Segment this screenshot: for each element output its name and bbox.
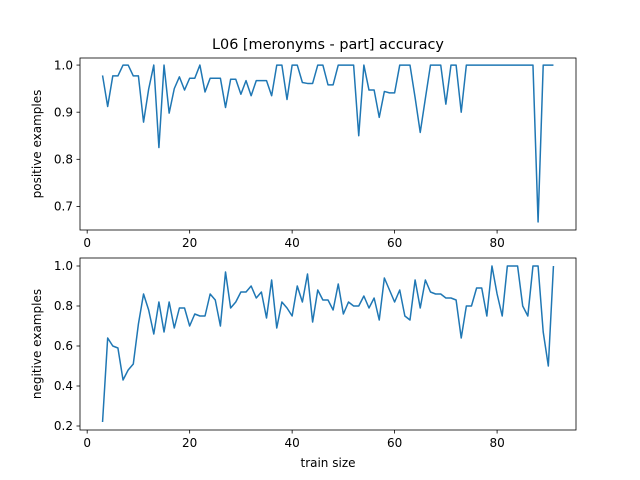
y-tick-label: 0.6 (54, 339, 73, 353)
top-panel-positive-examples: 0 20 40 60 80 0.7 0.8 0.9 1.0 positive examples (30, 57, 577, 250)
y-tick-label: 0.8 (54, 299, 73, 313)
y-tick-label: 0.8 (54, 153, 73, 167)
series-line (101, 265, 555, 423)
x-tick-label: 20 (182, 436, 197, 450)
y-tick-label: 0.7 (54, 200, 73, 214)
x-tick-label: 60 (387, 236, 402, 250)
y-tick-label: 0.2 (54, 419, 73, 433)
axes-frame (79, 57, 577, 231)
x-tick-label: 0 (83, 236, 91, 250)
y-tick-label: 0.4 (54, 379, 73, 393)
bottom-panel-negative-examples: 0 20 40 60 80 0.2 0.4 0.6 0.8 1.0 negitive example… (30, 257, 577, 470)
x-tick-label: 0 (83, 436, 91, 450)
series-line (101, 64, 554, 223)
x-tick-label: 80 (489, 236, 504, 250)
y-axis-label: negitive examples (30, 289, 44, 399)
x-tick-label: 20 (182, 236, 197, 250)
chart-title: L06 [meronyms - part] accuracy (212, 37, 444, 53)
x-tick-label: 60 (387, 436, 402, 450)
x-tick-label: 80 (489, 436, 504, 450)
y-tick-label: 1.0 (54, 259, 73, 273)
y-tick-label: 1.0 (54, 58, 73, 72)
x-axis-label: train size (300, 456, 355, 470)
x-tick-label: 40 (284, 436, 299, 450)
x-tick-label: 40 (284, 236, 299, 250)
y-tick-label: 0.9 (54, 105, 73, 119)
y-axis-label: positive examples (30, 90, 44, 199)
axes-frame (79, 257, 577, 431)
